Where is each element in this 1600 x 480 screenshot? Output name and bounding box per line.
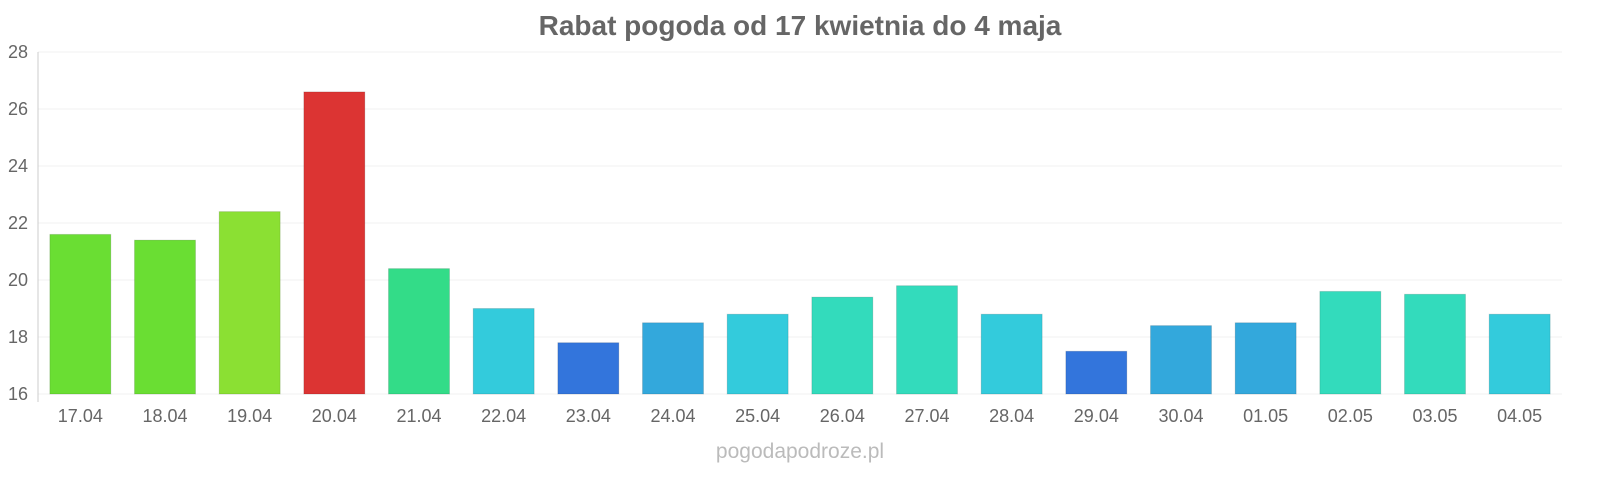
bar bbox=[896, 285, 958, 395]
bar bbox=[557, 342, 620, 395]
bar bbox=[726, 313, 789, 395]
x-tick-label: 29.04 bbox=[1074, 406, 1119, 426]
bar bbox=[811, 296, 874, 395]
bar bbox=[303, 91, 366, 395]
x-tick-label: 30.04 bbox=[1158, 406, 1203, 426]
y-tick-label: 24 bbox=[8, 156, 28, 176]
bar bbox=[1234, 322, 1297, 395]
bar bbox=[472, 308, 535, 395]
x-tick-label: 25.04 bbox=[735, 406, 780, 426]
bar bbox=[642, 322, 704, 395]
x-tick-label: 22.04 bbox=[481, 406, 526, 426]
bar bbox=[1065, 350, 1128, 395]
bar bbox=[1319, 290, 1382, 395]
x-tick-label: 27.04 bbox=[904, 406, 949, 426]
y-tick-label: 18 bbox=[8, 327, 28, 347]
x-tick-label: 03.05 bbox=[1412, 406, 1457, 426]
x-tick-label: 28.04 bbox=[989, 406, 1034, 426]
x-tick-label: 23.04 bbox=[566, 406, 611, 426]
bar bbox=[1404, 293, 1466, 395]
bar bbox=[1150, 325, 1212, 395]
x-tick-label: 17.04 bbox=[58, 406, 103, 426]
x-tick-label: 20.04 bbox=[312, 406, 357, 426]
x-tick-label: 18.04 bbox=[142, 406, 187, 426]
x-tick-label: 01.05 bbox=[1243, 406, 1288, 426]
bar bbox=[218, 211, 281, 395]
x-tick-label: 04.05 bbox=[1497, 406, 1542, 426]
y-tick-label: 28 bbox=[8, 42, 28, 62]
bar bbox=[134, 239, 196, 395]
y-tick-label: 20 bbox=[8, 270, 28, 290]
bar bbox=[1488, 313, 1551, 395]
bar bbox=[49, 233, 112, 395]
y-tick-label: 22 bbox=[8, 213, 28, 233]
bar bbox=[980, 313, 1043, 395]
x-tick-label: 02.05 bbox=[1328, 406, 1373, 426]
x-tick-label: 21.04 bbox=[396, 406, 441, 426]
bar bbox=[388, 268, 450, 395]
x-tick-label: 19.04 bbox=[227, 406, 272, 426]
y-tick-label: 26 bbox=[8, 99, 28, 119]
x-tick-label: 26.04 bbox=[820, 406, 865, 426]
watermark: pogodapodroze.pl bbox=[715, 440, 885, 463]
x-tick-label: 24.04 bbox=[650, 406, 695, 426]
y-tick-label: 16 bbox=[8, 384, 28, 404]
chart-title: Rabat pogoda od 17 kwietnia do 4 maja bbox=[538, 10, 1062, 41]
